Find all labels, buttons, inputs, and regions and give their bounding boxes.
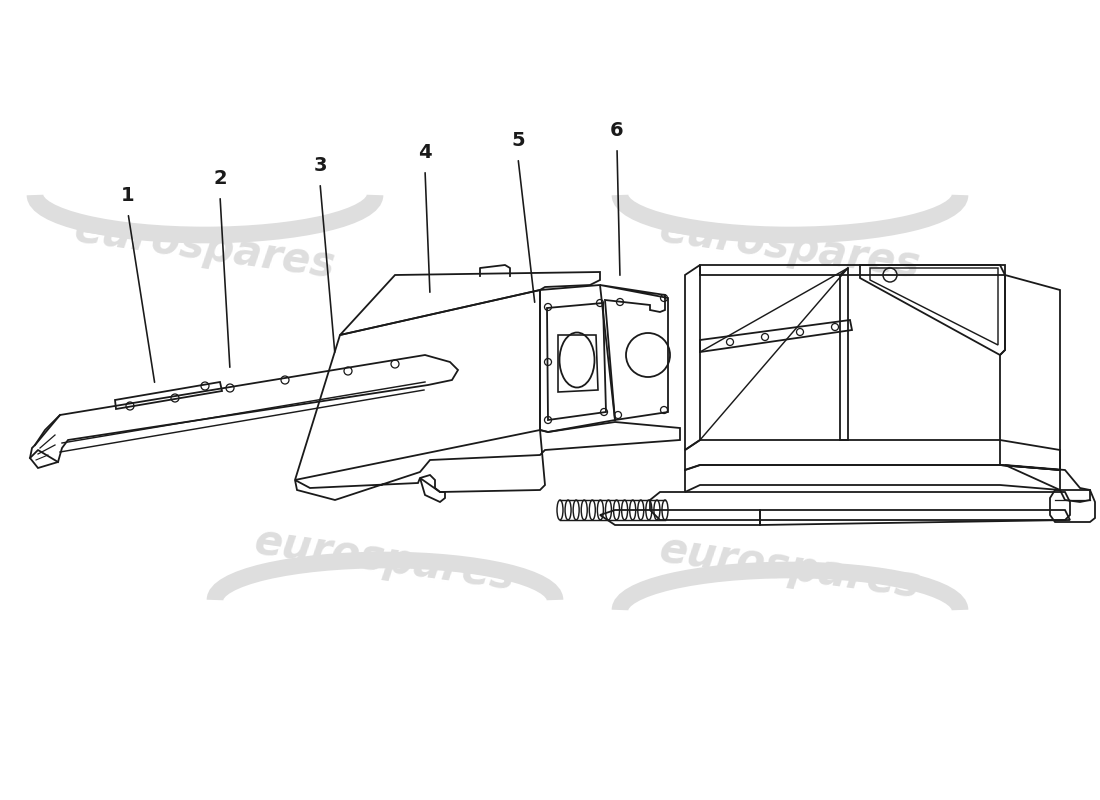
Text: eurospares: eurospares bbox=[657, 209, 923, 287]
Text: 4: 4 bbox=[418, 143, 432, 162]
Text: 3: 3 bbox=[314, 156, 327, 175]
Text: 1: 1 bbox=[121, 186, 135, 205]
Text: eurospares: eurospares bbox=[657, 529, 923, 607]
Text: 5: 5 bbox=[512, 131, 525, 150]
Text: eurospares: eurospares bbox=[252, 521, 518, 599]
Text: eurospares: eurospares bbox=[72, 209, 338, 287]
Text: 2: 2 bbox=[213, 169, 227, 188]
Text: 6: 6 bbox=[610, 121, 624, 140]
